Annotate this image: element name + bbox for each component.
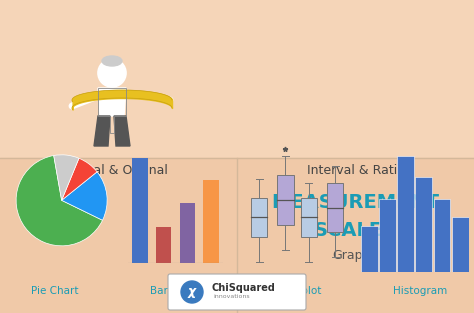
Polygon shape (114, 116, 130, 146)
Text: Pie Chart: Pie Chart (31, 286, 79, 296)
Ellipse shape (181, 281, 203, 303)
Wedge shape (54, 155, 79, 200)
Text: Histogram: Histogram (393, 286, 447, 296)
Bar (452, 217, 468, 272)
Bar (327, 182, 343, 233)
Bar (434, 199, 450, 272)
Text: Nominal & Ordinal: Nominal & Ordinal (53, 165, 167, 177)
Bar (416, 177, 432, 272)
Polygon shape (94, 116, 110, 146)
Text: Bar Chart: Bar Chart (150, 286, 200, 296)
Text: Graphs: Graphs (333, 249, 377, 261)
Bar (203, 180, 219, 263)
Wedge shape (62, 158, 97, 200)
Bar (397, 156, 414, 272)
Bar (0, 0, 474, 158)
Text: innovations: innovations (213, 295, 250, 300)
Text: SCALES: SCALES (313, 222, 397, 240)
Ellipse shape (102, 56, 122, 66)
FancyBboxPatch shape (168, 274, 306, 310)
Text: χ: χ (188, 285, 196, 299)
Text: Interval & Ratio: Interval & Ratio (307, 165, 405, 177)
Bar (0, 158, 474, 313)
Bar (132, 158, 147, 263)
Bar (301, 198, 317, 238)
Text: MEASUREMENT: MEASUREMENT (271, 193, 439, 213)
Bar (156, 227, 171, 263)
Bar (251, 198, 267, 238)
Wedge shape (16, 156, 102, 246)
Polygon shape (98, 88, 126, 116)
Bar (379, 199, 396, 272)
Text: Boxplot: Boxplot (283, 286, 322, 296)
Text: ChiSquared: ChiSquared (212, 283, 276, 293)
Bar (180, 203, 195, 263)
Wedge shape (62, 172, 107, 220)
Circle shape (98, 59, 126, 87)
Bar (361, 226, 378, 272)
Bar (277, 175, 294, 225)
